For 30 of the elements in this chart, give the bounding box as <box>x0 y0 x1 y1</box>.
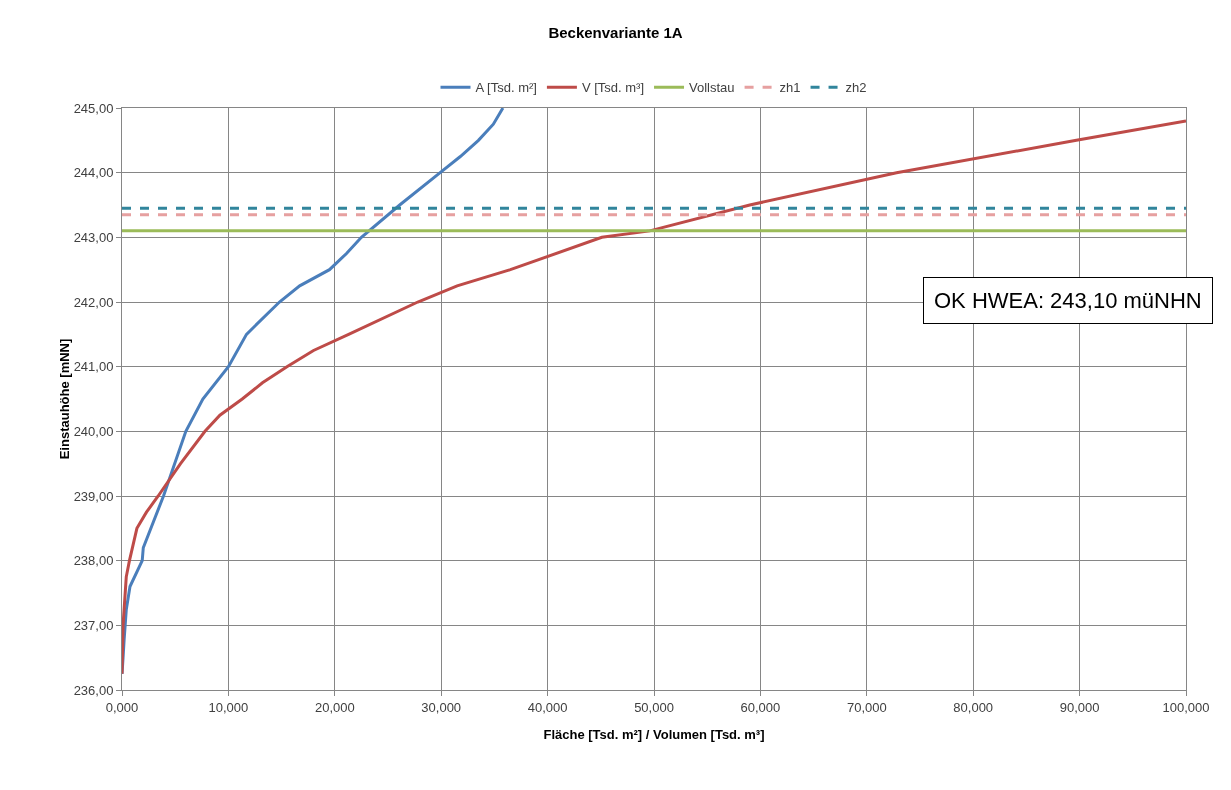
y-axis-title: Einstauhöhe [mNN] <box>56 338 72 460</box>
annotation: OK HWEA: 243,10 müNHN <box>934 288 1202 313</box>
y-tick-label: 240,00 <box>73 423 114 439</box>
chart-title: Beckenvariante 1A <box>548 24 683 42</box>
y-tick-label: 244,00 <box>73 165 114 181</box>
legend-label: V [Tsd. m³] <box>581 80 645 96</box>
x-tick-label: 90,000 <box>1059 699 1100 715</box>
x-tick-label: 100,000 <box>1162 699 1210 715</box>
y-tick-label: 237,00 <box>73 617 114 633</box>
legend-label: zh1 <box>779 80 801 96</box>
x-tick-label: 0,000 <box>105 699 139 715</box>
x-tick-label: 30,000 <box>421 699 462 715</box>
y-tick-label: 243,00 <box>73 229 114 245</box>
x-tick-label: 80,000 <box>953 699 994 715</box>
legend-label: zh2 <box>845 80 867 96</box>
legend-label: Vollstau <box>689 80 735 96</box>
x-tick-label: 20,000 <box>314 699 355 715</box>
y-tick-label: 245,00 <box>73 100 114 116</box>
x-tick-label: 50,000 <box>634 699 674 715</box>
y-tick-label: 241,00 <box>73 359 114 375</box>
x-axis-title: Fläche [Tsd. m²] / Volumen [Tsd. m³] <box>543 727 765 742</box>
y-tick-label: 239,00 <box>73 488 114 504</box>
legend-label: A [Tsd. m²] <box>475 80 537 96</box>
x-tick-label: 40,000 <box>527 699 568 715</box>
x-tick-label: 70,000 <box>846 699 887 715</box>
y-tick-label: 242,00 <box>73 294 114 310</box>
y-tick-label: 238,00 <box>73 553 114 569</box>
x-tick-label: 10,000 <box>208 699 249 715</box>
x-tick-label: 60,000 <box>740 699 781 715</box>
y-tick-label: 236,00 <box>73 682 114 698</box>
